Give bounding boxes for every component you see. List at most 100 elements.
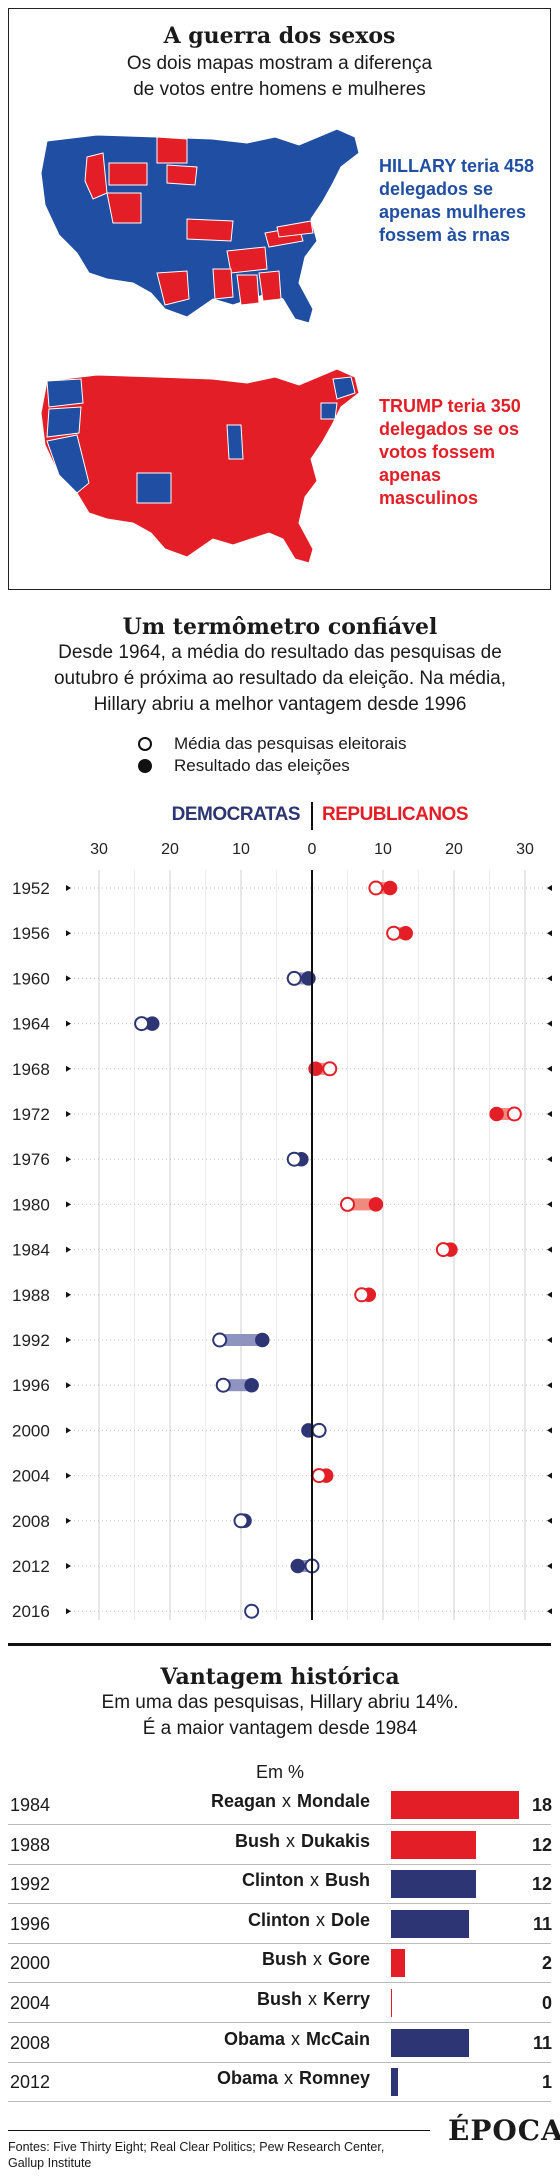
right-arrow-icon <box>547 1065 552 1072</box>
advantage-bar <box>391 1830 477 1859</box>
poll-point <box>215 1377 231 1393</box>
history-row: 1984 Reagan x Mondale 18 <box>0 1785 560 1825</box>
advantage-bar <box>391 2028 470 2057</box>
matchup-label: Bush x Gore <box>90 1949 370 1970</box>
open-circle-icon <box>138 737 152 751</box>
loser-name: Dukakis <box>300 1830 370 1851</box>
left-arrow-icon <box>66 1291 71 1298</box>
left-arrow-icon <box>66 975 71 982</box>
legend-result-label: Resultado das eleições <box>174 756 350 775</box>
loser-name: Dole <box>330 1909 370 1930</box>
left-arrow-icon <box>66 1246 71 1253</box>
map2-blue-states <box>46 376 356 504</box>
year-label: 1988 <box>12 1286 50 1305</box>
legend-poll-label: Média das pesquisas eleitorais <box>174 734 407 753</box>
versus-separator: x <box>307 1989 317 2009</box>
history-row: 1992 Clinton x Bush 12 <box>0 1864 560 1905</box>
axis-tick-label: 30 <box>516 841 534 858</box>
history-row: 2012 Obama x Romney 1 <box>0 2062 560 2103</box>
left-arrow-icon <box>66 1020 71 1027</box>
history-row: 1988 Bush x Dukakis 12 <box>0 1825 560 1865</box>
poll-point <box>286 1151 302 1167</box>
year-label: 1952 <box>12 879 50 898</box>
history-year: 1988 <box>10 1834 51 1855</box>
winner-name: Obama <box>216 2068 278 2089</box>
history-desc-line2: É a maior vantagem desde 1984 <box>142 1718 418 1739</box>
thermometer-title: Um termômetro confiável <box>122 614 438 640</box>
history-row: 2000 Bush x Gore 2 <box>0 1943 560 1984</box>
poll-point <box>212 1332 228 1348</box>
result-point <box>398 925 413 941</box>
row-divider <box>8 1942 551 1944</box>
advantage-value: 11 <box>532 2032 552 2053</box>
maps-subtitle-line1: Os dois mapas mostram a diferença <box>126 53 433 74</box>
advantage-bar <box>391 1949 406 1978</box>
left-arrow-icon <box>66 930 71 937</box>
legend-result: Resultado das eleições <box>138 756 350 776</box>
year-label: 1992 <box>12 1331 50 1350</box>
advantage-value: 1 <box>541 2072 552 2093</box>
row-divider <box>8 1982 551 1984</box>
poll-point <box>386 925 402 941</box>
loser-name: Gore <box>327 1949 370 1970</box>
year-label: 2000 <box>12 1421 50 1440</box>
democrats-header: DEMOCRATAS <box>171 804 301 825</box>
result-point <box>255 1332 270 1348</box>
right-arrow-icon <box>547 1563 552 1569</box>
history-year: 1996 <box>10 1913 51 1934</box>
thermometer-desc-line3: Hillary abriu a melhor vantagem desde 19… <box>93 694 467 715</box>
right-arrow-icon <box>547 930 552 937</box>
left-arrow-icon <box>66 1382 71 1389</box>
year-label: 1960 <box>12 969 50 988</box>
right-arrow-icon <box>547 1337 552 1343</box>
year-label: 1976 <box>12 1150 50 1169</box>
left-arrow-icon <box>66 1201 71 1208</box>
right-arrow-icon <box>547 1427 552 1434</box>
advantage-bar <box>391 1791 519 1819</box>
row-divider <box>8 1824 551 1825</box>
year-label: 1972 <box>12 1105 50 1124</box>
advantage-value: 11 <box>532 1913 552 1934</box>
poll-point <box>134 1016 150 1032</box>
republicans-header: REPUBLICANOS <box>322 804 469 825</box>
right-arrow-icon <box>547 1608 552 1615</box>
year-label: 2012 <box>12 1557 50 1576</box>
legend-poll: Média das pesquisas eleitorais <box>138 734 406 754</box>
loser-name: Mondale <box>296 1791 370 1811</box>
axis-tick-label: 10 <box>374 841 392 858</box>
header-separator <box>311 802 313 830</box>
advantage-value: 12 <box>531 1834 552 1855</box>
history-year: 1984 <box>10 1795 51 1815</box>
right-arrow-icon <box>547 885 552 891</box>
result-point <box>489 1106 504 1122</box>
versus-separator: x <box>312 1949 322 1970</box>
women-vote-map <box>40 128 360 324</box>
advantage-bar <box>391 1909 470 1938</box>
advantage-value: 0 <box>541 1993 552 2013</box>
thermometer-chart: 30 20 10 0 10 20 30 1952 1956 1960 1964 1968 1972 197… <box>12 841 552 1620</box>
right-arrow-icon <box>547 1291 552 1298</box>
history-row: 2004 Bush x Kerry 0 <box>0 1983 560 2023</box>
map2-label: TRUMP teria 350 delegados se os votos fo… <box>379 396 521 508</box>
matchup-label: Bush x Dukakis <box>90 1831 370 1852</box>
year-label: 2004 <box>12 1467 50 1486</box>
poll-point <box>354 1287 370 1303</box>
matchup-label: Clinton x Dole <box>90 1910 370 1931</box>
poll-point <box>322 1061 338 1077</box>
winner-name: Reagan <box>210 1791 276 1811</box>
map1-red-states <box>84 136 314 306</box>
right-arrow-icon <box>547 1020 552 1027</box>
advantage-bar <box>391 1870 477 1899</box>
history-desc-line1: Em uma das pesquisas, Hillary abriu 14%. <box>101 1692 459 1713</box>
map2-usa-shape <box>40 368 360 564</box>
poll-point <box>368 880 384 896</box>
versus-separator: x <box>281 1791 291 1811</box>
right-arrow-icon <box>547 1517 552 1524</box>
year-label: 1984 <box>12 1241 50 1260</box>
gap-bar <box>219 1334 263 1346</box>
matchup-label: Clinton x Bush <box>90 1870 370 1891</box>
thermometer-desc-line1: Desde 1964, a média do resultado das pes… <box>58 642 502 663</box>
advantage-bar <box>391 2068 399 2097</box>
result-point <box>290 1558 306 1574</box>
winner-name: Bush <box>234 1830 280 1851</box>
